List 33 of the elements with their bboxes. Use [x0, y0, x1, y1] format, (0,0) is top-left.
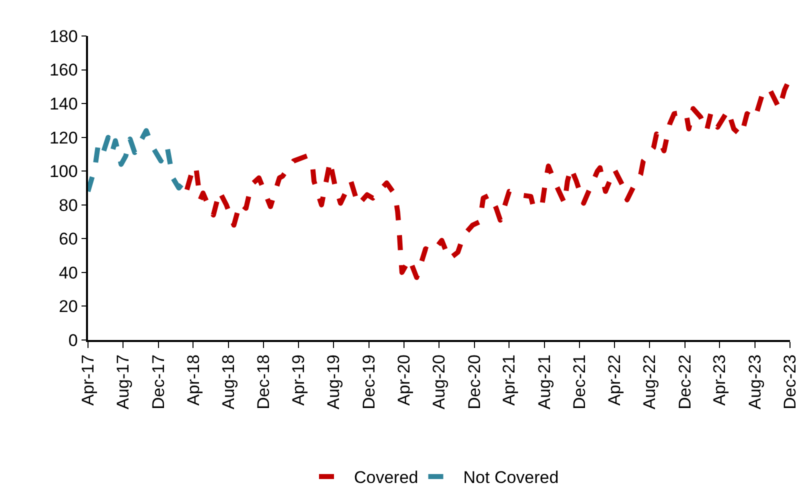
y-tick-label: 0	[68, 330, 78, 350]
x-tick-label: Apr-19	[288, 354, 308, 406]
legend-label: Not Covered	[463, 468, 559, 488]
x-tick-label: Dec-23	[780, 354, 800, 410]
x-tick-label: Dec-17	[148, 354, 168, 410]
x-tick-label: Aug-17	[114, 354, 133, 410]
y-tick-label: 100	[49, 162, 78, 182]
y-tick-label: 20	[58, 297, 78, 316]
x-tick-label: Aug-22	[640, 354, 660, 410]
x-tick-label: Aug-19	[324, 354, 344, 410]
y-tick-label: 160	[49, 60, 78, 80]
legend-label: Covered	[354, 468, 418, 488]
x-tick-label: Dec-19	[359, 354, 378, 410]
x-tick-label: Dec-18	[254, 354, 274, 410]
y-tick-label: 60	[58, 230, 78, 249]
x-tick-label: Aug-23	[745, 354, 764, 410]
x-tick-label: Dec-21	[570, 354, 590, 410]
x-tick-label: Apr-21	[500, 354, 519, 406]
x-tick-label: Aug-20	[430, 354, 449, 410]
x-tick-label: Apr-17	[78, 354, 98, 406]
y-tick-label: 140	[49, 94, 78, 114]
x-tick-label: Aug-18	[218, 354, 238, 410]
x-tick-label: Apr-20	[394, 354, 414, 406]
x-tick-label: Aug-21	[534, 354, 554, 410]
x-tick-label: Apr-23	[710, 354, 730, 406]
y-tick-label: 40	[58, 263, 78, 282]
y-tick-label: 80	[58, 196, 78, 215]
y-tick-label: 120	[49, 128, 78, 148]
x-tick-label: Dec-22	[675, 354, 694, 410]
x-tick-label: Apr-18	[184, 354, 203, 406]
y-tick-label: 180	[49, 26, 78, 46]
x-tick-label: Apr-22	[604, 354, 624, 406]
x-tick-label: Dec-20	[464, 354, 484, 410]
